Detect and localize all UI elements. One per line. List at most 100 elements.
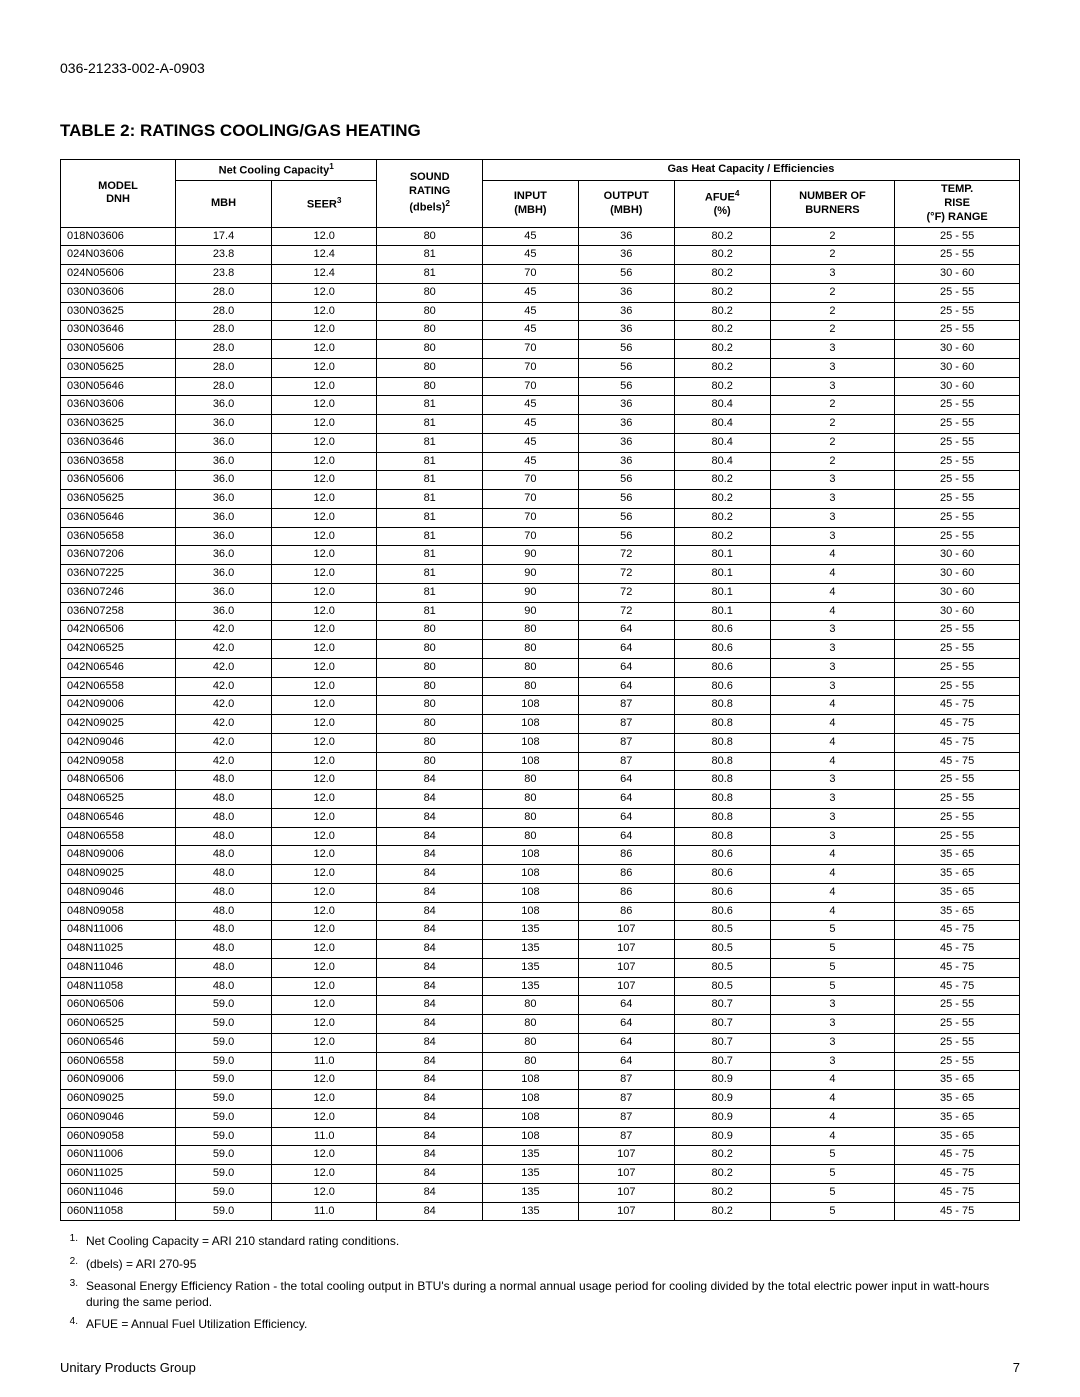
cell: 70 [482, 527, 578, 546]
cell: 2 [770, 396, 895, 415]
cell: 3 [770, 827, 895, 846]
cell: 042N06558 [61, 677, 176, 696]
cell: 4 [770, 733, 895, 752]
cell: 108 [482, 733, 578, 752]
cell: 12.0 [271, 396, 376, 415]
cell: 3 [770, 996, 895, 1015]
cell: 84 [377, 902, 482, 921]
cell: 56 [578, 340, 674, 359]
cell: 25 - 55 [895, 490, 1020, 509]
cell: 25 - 55 [895, 640, 1020, 659]
cell: 28.0 [176, 340, 272, 359]
cell: 80.2 [674, 227, 770, 246]
cell: 42.0 [176, 752, 272, 771]
cell: 80 [377, 733, 482, 752]
cell: 036N05658 [61, 527, 176, 546]
cell: 042N09046 [61, 733, 176, 752]
cell: 25 - 55 [895, 996, 1020, 1015]
cell: 3 [770, 490, 895, 509]
cell: 80 [377, 283, 482, 302]
table-row: 060N1104659.012.08413510780.2545 - 75 [61, 1183, 1020, 1202]
cell: 48.0 [176, 921, 272, 940]
cell: 12.4 [271, 246, 376, 265]
cell: 25 - 55 [895, 1015, 1020, 1034]
cell: 87 [578, 1071, 674, 1090]
cell: 042N06546 [61, 658, 176, 677]
cell: 2 [770, 433, 895, 452]
cell: 108 [482, 1127, 578, 1146]
cell: 90 [482, 602, 578, 621]
table-row: 024N0560623.812.481705680.2330 - 60 [61, 265, 1020, 284]
cell: 80 [482, 790, 578, 809]
table-row: 060N0650659.012.084806480.7325 - 55 [61, 996, 1020, 1015]
cell: 25 - 55 [895, 452, 1020, 471]
cell: 80.7 [674, 1033, 770, 1052]
cell: 4 [770, 1108, 895, 1127]
cell: 25 - 55 [895, 283, 1020, 302]
cell: 45 - 75 [895, 696, 1020, 715]
cell: 64 [578, 1015, 674, 1034]
cell: 36 [578, 433, 674, 452]
cell: 4 [770, 752, 895, 771]
cell: 30 - 60 [895, 358, 1020, 377]
table-row: 048N0905848.012.0841088680.6435 - 65 [61, 902, 1020, 921]
table-row: 030N0360628.012.080453680.2225 - 55 [61, 283, 1020, 302]
cell: 36 [578, 283, 674, 302]
cell: 81 [377, 565, 482, 584]
cell: 84 [377, 1183, 482, 1202]
table-row: 036N0725836.012.081907280.1430 - 60 [61, 602, 1020, 621]
cell: 90 [482, 546, 578, 565]
cell: 81 [377, 546, 482, 565]
cell: 45 [482, 302, 578, 321]
cell: 80.6 [674, 677, 770, 696]
table-row: 042N0655842.012.080806480.6325 - 55 [61, 677, 1020, 696]
table-row: 036N0565836.012.081705680.2325 - 55 [61, 527, 1020, 546]
cell: 84 [377, 883, 482, 902]
th-sound: SOUND RATING (dbels)2 [377, 160, 482, 228]
cell: 45 [482, 396, 578, 415]
table-row: 030N0364628.012.080453680.2225 - 55 [61, 321, 1020, 340]
cell: 25 - 55 [895, 508, 1020, 527]
cell: 59.0 [176, 1033, 272, 1052]
cell: 4 [770, 1071, 895, 1090]
cell: 17.4 [176, 227, 272, 246]
cell: 042N06506 [61, 621, 176, 640]
cell: 36.0 [176, 433, 272, 452]
cell: 80.2 [674, 340, 770, 359]
table-row: 060N1102559.012.08413510780.2545 - 75 [61, 1165, 1020, 1184]
cell: 030N03625 [61, 302, 176, 321]
footnote: 3.Seasonal Energy Efficiency Ration - th… [60, 1278, 1020, 1310]
table-row: 048N0652548.012.084806480.8325 - 55 [61, 790, 1020, 809]
cell: 64 [578, 677, 674, 696]
footnote: 4.AFUE = Annual Fuel Utilization Efficie… [60, 1316, 1020, 1332]
cell: 4 [770, 846, 895, 865]
cell: 64 [578, 658, 674, 677]
cell: 36.0 [176, 583, 272, 602]
cell: 2 [770, 321, 895, 340]
cell: 35 - 65 [895, 902, 1020, 921]
cell: 12.0 [271, 1015, 376, 1034]
cell: 12.0 [271, 358, 376, 377]
cell: 56 [578, 377, 674, 396]
table-title: TABLE 2: RATINGS COOLING/GAS HEATING [60, 121, 1020, 141]
cell: 036N03606 [61, 396, 176, 415]
cell: 12.0 [271, 921, 376, 940]
cell: 80 [377, 677, 482, 696]
cell: 84 [377, 1202, 482, 1221]
cell: 48.0 [176, 902, 272, 921]
cell: 64 [578, 827, 674, 846]
cell: 80.1 [674, 602, 770, 621]
cell: 135 [482, 977, 578, 996]
cell: 35 - 65 [895, 1108, 1020, 1127]
cell: 80.1 [674, 546, 770, 565]
cell: 86 [578, 902, 674, 921]
cell: 45 [482, 415, 578, 434]
table-row: 048N1100648.012.08413510780.5545 - 75 [61, 921, 1020, 940]
cell: 45 [482, 433, 578, 452]
table-row: 060N0905859.011.0841088780.9435 - 65 [61, 1127, 1020, 1146]
cell: 70 [482, 340, 578, 359]
cell: 4 [770, 883, 895, 902]
cell: 030N05606 [61, 340, 176, 359]
table-row: 036N0364636.012.081453680.4225 - 55 [61, 433, 1020, 452]
cell: 59.0 [176, 1052, 272, 1071]
